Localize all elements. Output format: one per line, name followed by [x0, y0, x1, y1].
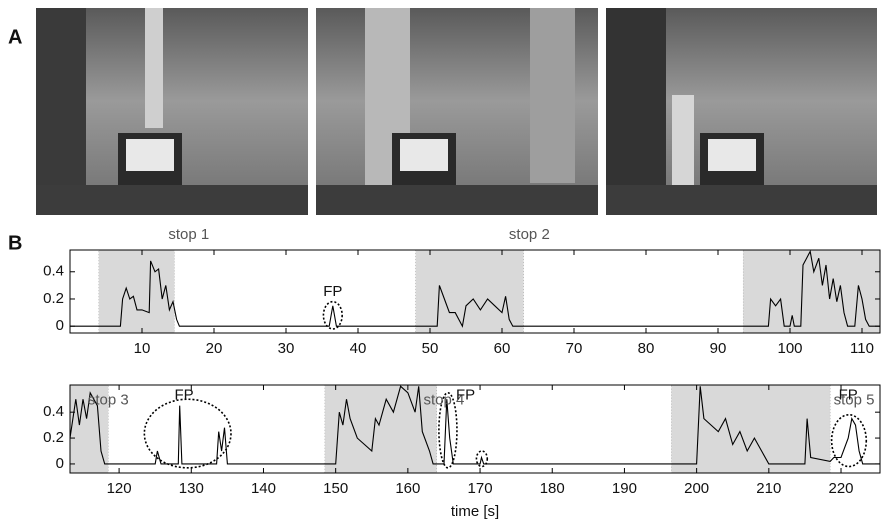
annotation: FP — [323, 283, 342, 300]
annotation: stop 4 — [424, 391, 465, 408]
y-tick-label: 0.4 — [43, 403, 64, 420]
x-tick-label: 60 — [494, 340, 511, 357]
x-tick-label: 140 — [251, 480, 276, 497]
annotation: stop 3 — [88, 391, 129, 408]
signal-line — [70, 249, 880, 328]
x-tick-label: 80 — [638, 340, 655, 357]
x-tick-label: 20 — [206, 340, 223, 357]
x-tick-label: 90 — [710, 340, 727, 357]
fp-ellipse — [438, 391, 458, 469]
x-tick-label: 100 — [777, 340, 802, 357]
annotation: FP — [456, 386, 475, 403]
x-axis-label: time [s] — [451, 503, 499, 520]
shaded-region — [98, 249, 175, 334]
photo — [606, 8, 877, 215]
shaded-region — [742, 249, 881, 334]
signal-line — [69, 385, 880, 465]
x-tick-label: 130 — [179, 480, 204, 497]
annotation: FP — [839, 386, 858, 403]
photo — [36, 8, 308, 215]
x-tick-label: 40 — [350, 340, 367, 357]
y-tick-label: 0.2 — [43, 290, 64, 307]
fp-ellipse — [322, 300, 343, 330]
x-tick-label: 160 — [395, 480, 420, 497]
x-tick-label: 120 — [107, 480, 132, 497]
y-tick-label: 0.2 — [43, 429, 64, 446]
fp-ellipse — [475, 450, 489, 468]
x-tick-label: 220 — [829, 480, 854, 497]
panel-label: B — [8, 232, 22, 254]
x-tick-label: 30 — [278, 340, 295, 357]
x-tick-label: 210 — [756, 480, 781, 497]
x-tick-label: 200 — [684, 480, 709, 497]
x-tick-label: 150 — [323, 480, 348, 497]
annotation: FP — [174, 386, 193, 403]
annotation: stop 1 — [168, 226, 209, 243]
y-tick-label: 0 — [56, 317, 64, 334]
x-tick-label: 170 — [468, 480, 493, 497]
fp-ellipse — [830, 413, 868, 468]
x-tick-label: 10 — [134, 340, 151, 357]
x-tick-label: 110 — [850, 340, 874, 357]
x-tick-label: 190 — [612, 480, 637, 497]
panel-label: A — [8, 26, 22, 48]
photo — [316, 8, 598, 215]
plot-frame — [69, 249, 881, 334]
x-tick-label: 180 — [540, 480, 565, 497]
x-tick-label: 50 — [422, 340, 439, 357]
y-tick-label: 0.4 — [43, 263, 64, 280]
annotation: stop 5 — [834, 391, 875, 408]
x-tick-label: 70 — [566, 340, 583, 357]
shaded-region — [415, 249, 524, 334]
fp-ellipse — [143, 398, 232, 469]
plot-frame — [69, 384, 881, 474]
annotation: stop 2 — [509, 226, 550, 243]
y-tick-label: 0 — [56, 455, 64, 472]
shaded-region — [324, 384, 437, 474]
